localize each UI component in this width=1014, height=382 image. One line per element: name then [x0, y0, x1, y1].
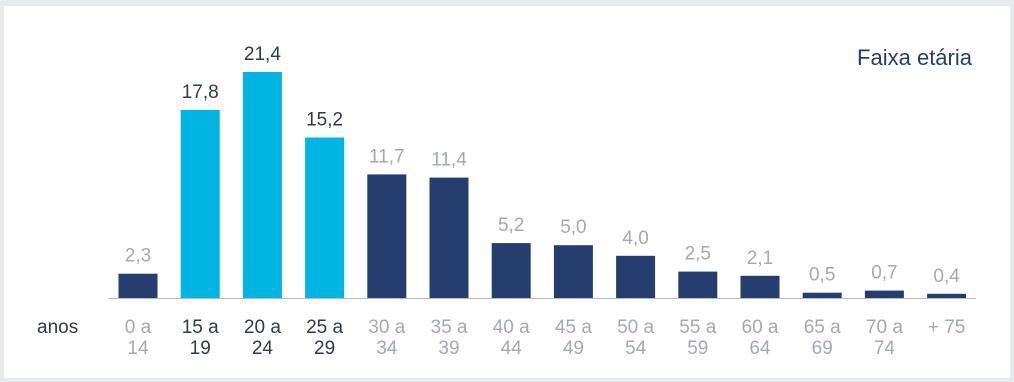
value-label-4: 11,7 [369, 146, 405, 167]
bar-7 [553, 245, 593, 298]
tick-label-4-0: 30 a [368, 317, 405, 338]
bar-9 [678, 271, 718, 298]
value-label-10: 2,1 [747, 248, 773, 269]
tick-label-1-1: 19 [190, 338, 211, 359]
tick-label-6-1: 44 [501, 338, 523, 359]
bar-2 [242, 72, 282, 298]
tick-label-12-0: 70 a [866, 317, 903, 338]
tick-label-6-0: 40 a [493, 317, 530, 338]
bar-3 [305, 137, 345, 298]
value-label-3: 15,2 [306, 110, 343, 131]
tick-label-12-1: 74 [874, 338, 896, 359]
value-label-1: 17,8 [182, 82, 219, 103]
bar-10 [740, 275, 780, 298]
tick-label-13-0: + 75 [928, 317, 966, 338]
value-label-0: 2,3 [125, 246, 151, 267]
value-label-9: 2,5 [685, 244, 711, 265]
bar-6 [491, 243, 531, 298]
bar-13 [927, 293, 967, 298]
tick-label-7-0: 45 a [555, 317, 592, 338]
value-label-6: 5,2 [498, 215, 524, 236]
value-label-5: 11,4 [431, 150, 467, 171]
tick-label-7-1: 49 [563, 338, 584, 359]
tick-label-2-0: 20 a [244, 317, 281, 338]
tick-label-5-1: 39 [438, 338, 459, 359]
tick-label-0-0: 0 a [125, 317, 152, 338]
value-label-2: 21,4 [244, 44, 281, 65]
value-label-13: 0,4 [933, 266, 960, 287]
value-label-7: 5,0 [560, 217, 586, 238]
tick-label-8-1: 54 [625, 338, 647, 359]
value-label-11: 0,5 [809, 265, 835, 286]
bar-5 [429, 177, 469, 298]
bar-12 [864, 290, 904, 298]
tick-label-9-1: 59 [687, 338, 708, 359]
tick-label-11-1: 69 [812, 338, 833, 359]
tick-label-11-0: 65 a [804, 317, 841, 338]
tick-label-8-0: 50 a [617, 317, 654, 338]
bar-8 [616, 255, 656, 298]
tick-label-10-0: 60 a [742, 317, 779, 338]
chart-card: 2,3 17,8 21,4 15,2 11,7 11,4 5,2 5,0 4,0 2,5 2,1 0,… [4, 6, 1010, 378]
chart-title: Faixa etária [857, 45, 973, 70]
tick-label-5-0: 35 a [431, 317, 468, 338]
age-distribution-chart: 2,3 17,8 21,4 15,2 11,7 11,4 5,2 5,0 4,0 2,5 2,1 0,… [37, 44, 976, 359]
tick-label-9-0: 55 a [679, 317, 716, 338]
bars-layer [118, 72, 967, 298]
bar-4 [367, 174, 407, 298]
value-labels-layer: 2,3 17,8 21,4 15,2 11,7 11,4 5,2 5,0 4,0 2,5 2,1 0,… [125, 44, 960, 287]
value-label-8: 4,0 [622, 228, 648, 249]
bar-0 [118, 273, 158, 298]
tick-label-4-1: 34 [376, 338, 398, 359]
bar-11 [802, 292, 842, 298]
tick-label-10-1: 64 [749, 338, 771, 359]
tick-label-1-0: 15 a [182, 317, 219, 338]
bar-1 [180, 110, 220, 298]
x-axis-unit-label: anos [37, 317, 78, 338]
value-label-12: 0,7 [871, 263, 897, 284]
tick-label-3-1: 29 [314, 338, 335, 359]
tick-label-0-1: 14 [127, 338, 149, 359]
tick-label-2-1: 24 [252, 338, 274, 359]
tick-label-3-0: 25 a [306, 317, 343, 338]
